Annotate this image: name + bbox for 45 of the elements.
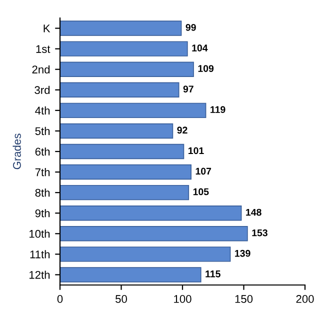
bar — [60, 246, 231, 262]
y-tick-label: 8th — [35, 188, 50, 197]
bar — [60, 62, 194, 77]
y-tick-label: 4th — [35, 106, 50, 115]
y-tick-label: 5th — [35, 126, 50, 136]
data-label: 115 — [206, 270, 220, 278]
data-label: 109 — [198, 65, 214, 72]
y-tick-label: 11th — [30, 250, 50, 258]
data-label: 97 — [183, 86, 194, 92]
data-label: 99 — [186, 24, 196, 31]
data-label: 105 — [193, 188, 209, 196]
bar — [60, 41, 188, 56]
bar — [60, 226, 248, 242]
bar — [60, 267, 202, 282]
bar — [60, 206, 242, 221]
data-label: 153 — [252, 229, 268, 236]
y-tick-label: 6th — [35, 147, 50, 156]
data-label: 148 — [246, 208, 262, 216]
y-tick-label: 1st — [36, 45, 50, 53]
y-tick-label: 9th — [35, 209, 50, 218]
bar — [60, 144, 184, 160]
data-label: 101 — [188, 147, 204, 154]
x-tick-label: 100 — [174, 295, 192, 303]
data-label: 104 — [192, 44, 208, 52]
bar — [60, 184, 190, 200]
bar — [60, 123, 174, 139]
x-tick-label: 50 — [116, 295, 127, 303]
y-tick-label: 2nd — [32, 65, 50, 74]
x-tick-label: 0 — [57, 295, 63, 303]
bar — [60, 82, 180, 98]
y-tick-label: K — [44, 24, 50, 32]
bar — [60, 164, 192, 180]
y-tick-label: 12th — [30, 270, 50, 279]
x-tick-label: 200 — [296, 295, 314, 303]
bar — [60, 102, 206, 118]
data-label: 107 — [196, 168, 212, 175]
y-tick-label: 3rd — [34, 86, 50, 94]
y-tick-label: 7th — [35, 168, 50, 176]
data-label: 119 — [210, 106, 226, 114]
data-label: 92 — [177, 126, 188, 134]
data-label: 139 — [235, 250, 250, 257]
y-tick-label: 10th — [30, 230, 50, 238]
bar — [60, 20, 182, 36]
y-axis-title: Grades — [12, 134, 21, 170]
x-tick-label: 150 — [235, 295, 253, 303]
